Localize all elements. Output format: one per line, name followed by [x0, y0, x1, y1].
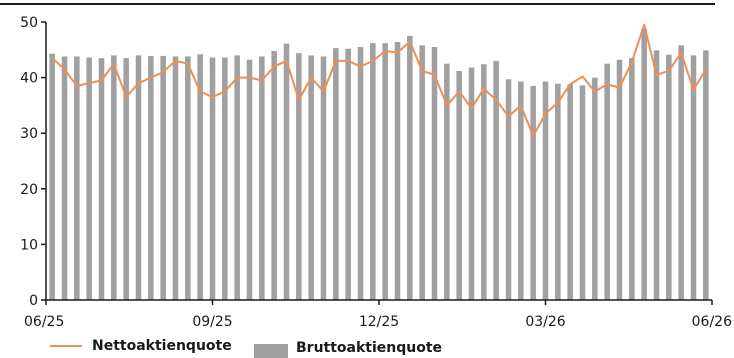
gross-bar: [555, 83, 561, 300]
x-tick-label: 06/25: [24, 314, 64, 330]
gross-bar: [431, 47, 438, 300]
x-tick-label: 09/25: [192, 314, 232, 330]
legend-label-gross: Bruttoaktienquote: [296, 340, 443, 356]
legend-item-gross: Bruttoaktienquote: [254, 338, 442, 358]
gross-bar: [333, 48, 339, 300]
gross-bar: [641, 28, 647, 300]
gross-bar: [160, 55, 166, 300]
gross-bar: [419, 45, 425, 300]
gross-bar: [542, 81, 549, 301]
x-ticks: 06/25 09/25 12/25 03/26 06/26: [24, 300, 732, 330]
gross-bar: [382, 43, 388, 300]
gross-bar: [666, 54, 672, 300]
gross-bar: [468, 67, 475, 300]
gross-bar: [493, 60, 499, 300]
gross-bar: [185, 56, 191, 300]
legend-line-swatch: [50, 345, 82, 347]
gross-bar: [74, 56, 80, 300]
gross-bar: [394, 42, 401, 301]
x-tick-label: 12/25: [359, 314, 399, 330]
gross-bar: [530, 85, 536, 300]
gross-bar: [308, 55, 314, 300]
gross-bar: [148, 55, 154, 300]
gross-bar: [505, 79, 512, 301]
gross-bar: [234, 55, 240, 300]
net-series-line: [51, 23, 707, 137]
gross-bar: [407, 35, 413, 301]
gross-bar: [678, 45, 684, 300]
gross-bar: [259, 56, 265, 300]
y-tick-label: 30: [20, 126, 38, 142]
gross-bar: [518, 81, 524, 301]
gross-bar: [61, 56, 68, 300]
gross-bar: [616, 59, 623, 301]
legend-item-net: Nettoaktienquote: [50, 338, 232, 354]
x-tick-label: 03/26: [525, 314, 565, 330]
gross-bar: [49, 53, 55, 300]
gross-bar: [222, 57, 228, 300]
y-tick-label: 40: [20, 71, 38, 87]
gross-bar: [123, 58, 129, 300]
gross-bar: [370, 43, 376, 300]
y-tick-label: 20: [20, 182, 38, 198]
gross-bar: [653, 50, 660, 300]
gross-bar: [690, 55, 697, 300]
gross-bar: [444, 63, 450, 301]
y-ticks: 0 10 20 30 40 50: [20, 15, 46, 309]
gross-bar: [320, 56, 327, 300]
gross-bar: [283, 43, 290, 301]
chart: 0 10 20 30 40 50 06/25 09/25 12/25 03/26 06/26: [0, 3, 732, 330]
y-tick-label: 10: [20, 237, 38, 253]
gross-bar: [629, 58, 635, 300]
gross-bar: [592, 77, 598, 300]
gross-bar: [296, 53, 302, 300]
gross-bar: [567, 84, 573, 301]
gross-bar: [197, 54, 203, 300]
gross-bar: [345, 48, 351, 300]
gross-bar: [579, 85, 586, 300]
gross-bar: [98, 58, 105, 300]
bar-series: [49, 28, 709, 301]
gross-bar: [481, 64, 487, 300]
gross-bar: [135, 55, 142, 300]
gross-bar: [604, 63, 610, 301]
gross-bar: [172, 56, 179, 300]
gross-bar: [86, 57, 92, 300]
gross-bar: [357, 47, 364, 300]
gross-bar: [271, 50, 277, 300]
legend-bar-swatch: [254, 344, 288, 358]
y-tick-label: 0: [29, 293, 38, 309]
gross-bar: [456, 70, 462, 301]
gross-bar: [246, 59, 253, 301]
gross-bar: [209, 57, 216, 300]
legend: Nettoaktienquote Bruttoaktienquote: [0, 338, 734, 358]
legend-label-net: Nettoaktienquote: [92, 338, 232, 354]
y-tick-label: 50: [20, 15, 38, 31]
x-tick-label: 06/26: [692, 314, 732, 330]
gross-bar: [703, 50, 709, 300]
gross-bar: [111, 55, 117, 300]
